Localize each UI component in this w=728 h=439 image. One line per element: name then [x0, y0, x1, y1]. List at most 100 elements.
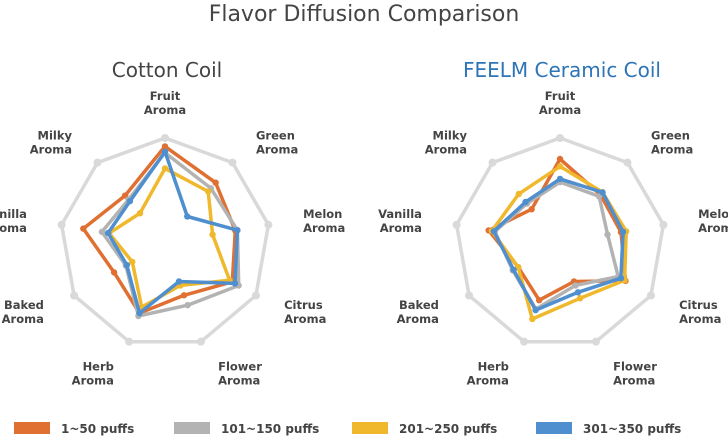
data-point-201-250-puffs-herb — [529, 315, 536, 323]
axis-label-flower: Flower — [218, 359, 262, 373]
axis-label-citrus: Citrus — [679, 298, 718, 312]
data-point-1-50-puffs-fruit — [161, 143, 169, 150]
axis-label-milky: Aroma — [425, 142, 467, 156]
data-point-201-250-puffs-fruit — [161, 165, 169, 172]
data-point-1-50-puffs-vanilla — [80, 225, 87, 232]
grid-vertex-dot-green — [623, 158, 632, 167]
data-point-1-50-puffs-green — [212, 179, 219, 186]
axis-label-citrus: Aroma — [284, 312, 326, 326]
axis-label-herb: Aroma — [72, 373, 114, 387]
legend-label-101-150-puffs: 101~150 puffs — [221, 422, 319, 436]
axis-label-vanilla: Vanilla — [0, 207, 27, 221]
series-line-301-350-puffs — [106, 149, 240, 315]
axis-label-baked: Baked — [4, 298, 44, 312]
axis-label-green: Green — [651, 128, 690, 142]
axis-label-baked: Baked — [399, 298, 439, 312]
data-point-201-250-puffs-green — [204, 188, 212, 195]
data-point-201-250-puffs-milky — [515, 190, 523, 198]
data-point-301-350-puffs-green — [599, 189, 606, 196]
axis-label-fruit: Aroma — [539, 103, 581, 117]
data-point-201-250-puffs-flower — [576, 295, 584, 302]
data-point-301-350-puffs-baked — [123, 261, 131, 269]
data-point-201-250-puffs-melon — [209, 231, 216, 238]
axis-label-flower: Flower — [613, 359, 657, 373]
data-point-301-350-puffs-fruit — [556, 175, 564, 183]
axis-label-herb: Aroma — [467, 373, 509, 387]
legend-swatch-1-50-puffs — [14, 422, 50, 434]
grid-vertex-dot-herb — [125, 337, 134, 346]
axis-label-flower: Aroma — [613, 373, 655, 387]
series-line-101-150-puffs — [100, 150, 241, 318]
axis-label-vanilla: Vanilla — [378, 207, 422, 221]
grid-vertex-dot-vanilla — [452, 220, 461, 229]
data-point-1-50-puffs-flower — [180, 292, 188, 299]
series-line-1-50-puffs — [81, 144, 238, 315]
data-point-201-250-puffs-fruit — [556, 163, 564, 170]
axis-label-fruit: Fruit — [545, 89, 576, 103]
data-point-301-350-puffs-milky — [126, 197, 134, 205]
data-point-301-350-puffs-citrus — [617, 274, 625, 282]
data-point-1-50-puffs-fruit — [556, 155, 564, 163]
data-point-101-150-puffs-flower — [184, 301, 191, 309]
data-point-301-350-puffs-baked — [510, 266, 517, 273]
grid-vertex-dot-herb — [520, 337, 529, 346]
data-point-201-250-puffs-baked — [129, 258, 136, 266]
grid-vertex-dot-melon — [264, 220, 273, 229]
axis-label-green: Green — [256, 128, 295, 142]
grid-vertex-dot-baked — [70, 291, 79, 300]
grid-vertex-dot-vanilla — [57, 220, 66, 229]
axis-label-milky: Milky — [38, 128, 73, 142]
axis-label-flower: Aroma — [218, 373, 260, 387]
axis-label-vanilla: Aroma — [0, 221, 27, 235]
legend: 1~50 puffs 101~150 puffs 201~250 puffs 301~… — [14, 422, 681, 436]
axis-label-baked: Aroma — [397, 312, 439, 326]
axis-label-melon: Aroma — [698, 221, 728, 235]
data-point-301-350-puffs-milky — [522, 198, 529, 206]
data-point-301-350-puffs-flower — [574, 289, 582, 296]
data-point-301-350-puffs-citrus — [231, 280, 239, 287]
grid-vertex-dot-baked — [465, 291, 474, 300]
axis-label-melon: Melon — [303, 207, 342, 221]
axis-label-fruit: Fruit — [150, 89, 181, 103]
data-point-201-250-puffs-milky — [136, 210, 144, 217]
data-point-1-50-puffs-milky — [528, 206, 535, 213]
grid-vertex-dot-citrus — [646, 291, 655, 300]
grid-vertex-dot-flower — [196, 337, 205, 346]
legend-swatch-201-250-puffs — [352, 422, 388, 434]
data-point-101-150-puffs-flower — [572, 282, 579, 289]
data-point-301-350-puffs-melon — [619, 228, 627, 236]
ceramic-coil-radar-chart: FEELM Ceramic CoilFruitAromaGreenAromaMe… — [378, 58, 728, 387]
legend-label-201-250-puffs: 201~250 puffs — [399, 422, 497, 436]
data-point-101-150-puffs-vanilla — [98, 228, 106, 236]
axis-label-fruit: Aroma — [144, 103, 186, 117]
grid-vertex-dot-melon — [659, 220, 668, 229]
data-point-301-350-puffs-melon — [234, 227, 241, 234]
data-point-301-350-puffs-vanilla — [104, 229, 112, 237]
axis-label-melon: Melon — [698, 207, 728, 221]
data-point-301-350-puffs-herb — [532, 306, 539, 314]
radar-grid-outline — [454, 136, 666, 344]
axis-label-herb: Herb — [478, 359, 509, 373]
data-point-301-350-puffs-flower — [175, 278, 183, 285]
grid-vertex-dot-citrus — [251, 291, 260, 300]
grid-vertex-dot-fruit — [556, 134, 564, 142]
chart-subtitle: Cotton Coil — [112, 58, 222, 82]
chart-subtitle: FEELM Ceramic Coil — [463, 58, 661, 82]
series-line-301-350-puffs — [492, 177, 625, 312]
cotton-coil-radar-chart: Cotton CoilFruitAromaGreenAromaMelonArom… — [0, 58, 345, 387]
axis-label-green: Aroma — [651, 142, 693, 156]
legend-label-301-350-puffs: 301~350 puffs — [583, 422, 681, 436]
axis-label-green: Aroma — [256, 142, 298, 156]
legend-label-1-50-puffs: 1~50 puffs — [61, 422, 134, 436]
data-point-301-350-puffs-fruit — [161, 148, 169, 155]
axis-label-milky: Milky — [433, 128, 468, 142]
data-point-301-350-puffs-vanilla — [490, 228, 498, 235]
axis-label-herb: Herb — [83, 359, 114, 373]
legend-swatch-101-150-puffs — [174, 422, 210, 434]
axis-label-melon: Aroma — [303, 221, 345, 235]
axis-label-baked: Aroma — [2, 312, 44, 326]
axis-label-milky: Aroma — [30, 142, 72, 156]
data-point-301-350-puffs-green — [184, 213, 191, 220]
axis-label-citrus: Citrus — [284, 298, 323, 312]
